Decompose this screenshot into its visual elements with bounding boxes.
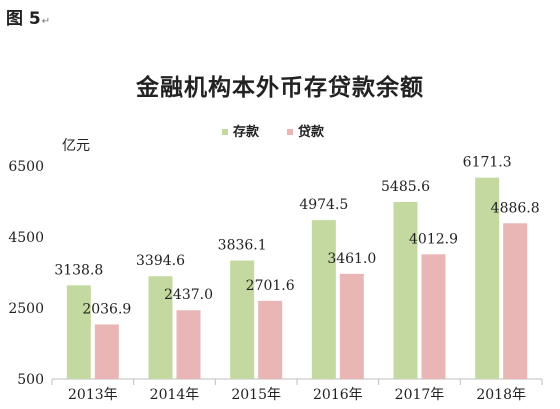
y-tick-label: 6500 [8,159,44,175]
figure-label: 图 5↵ [6,9,51,29]
bar-loan [503,223,528,379]
bar-loan [339,273,364,379]
bar-loan [94,324,119,379]
legend-swatch [287,129,293,135]
legend-swatch [222,129,228,135]
x-tick-label: 2014年 [150,387,200,403]
data-label-loan: 2437.0 [164,287,213,303]
bar-deposit [393,202,418,379]
bar-deposit [66,285,91,379]
bar-deposit [311,220,336,379]
data-label-loan: 3461.0 [327,251,376,267]
data-label-loan: 2036.9 [82,301,131,317]
data-label-loan: 2701.6 [246,278,295,294]
bar-loan [421,254,446,379]
y-tick-label: 500 [17,372,44,388]
bar-deposit [475,177,500,379]
data-labels: 3138.8 3394.6 3836.1 4974.5 5485.6 6171.3 2036… [54,155,539,318]
bar-deposit [148,276,173,379]
y-tick-label: 4500 [8,230,44,246]
chart-title: 金融机构本外币存贷款余额 [136,74,424,101]
x-tick-label: 2017年 [395,387,445,403]
data-label-deposit: 3138.8 [54,262,103,278]
bar-loan [176,310,201,379]
x-tick-label: 2018年 [476,387,526,403]
data-label-loan: 4012.9 [409,231,458,247]
data-label-deposit: 6171.3 [463,155,512,171]
data-label-deposit: 3394.6 [136,253,185,269]
x-tick-label: 2013年 [68,387,118,403]
y-tick-label: 2500 [8,301,44,317]
data-label-loan: 4886.8 [491,200,540,216]
y-axis-unit-label: 亿元 [62,138,90,154]
legend-label: 存款 [233,124,260,140]
x-tick-label: 2015年 [231,387,281,403]
legend: 存款 贷款 [222,124,325,140]
bar-loan [258,300,283,379]
data-label-deposit: 4974.5 [299,197,348,213]
bars [66,177,528,379]
legend-label: 贷款 [298,124,325,140]
x-tick-label: 2016年 [313,387,363,403]
axes: 500 2500 4500 6500 2013年 2014年 2015年 2016年 2017年… [8,159,543,403]
bar-deposit [230,260,255,379]
data-label-deposit: 3836.1 [218,238,267,254]
data-label-deposit: 5485.6 [381,179,430,195]
